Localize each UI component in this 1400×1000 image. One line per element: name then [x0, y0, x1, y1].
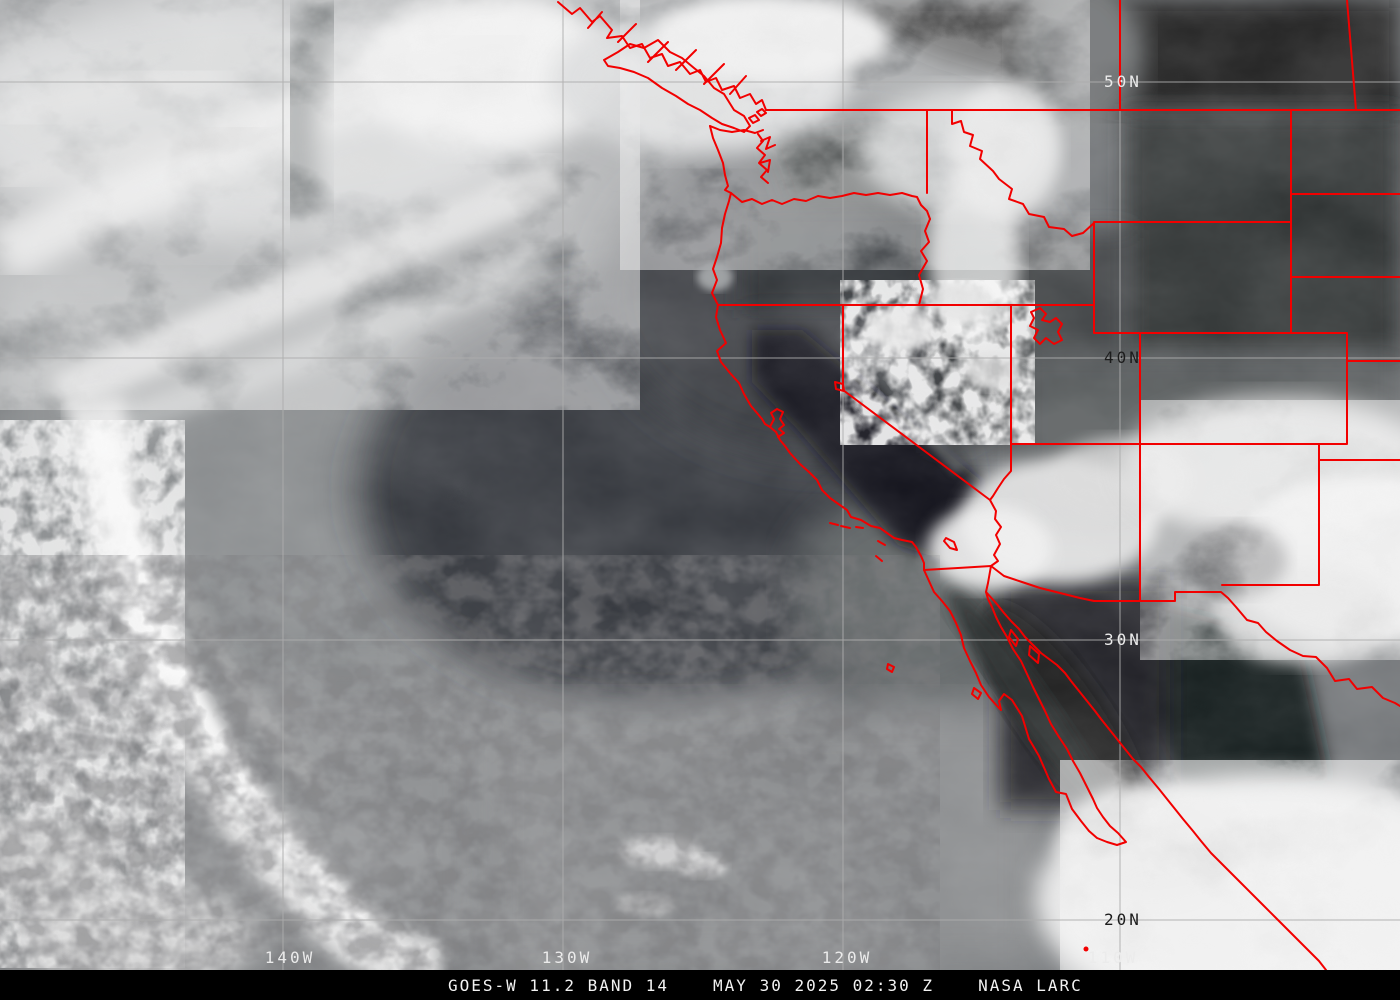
cloud-imagery — [0, 0, 1400, 970]
lon-label-110w: 110W — [1088, 948, 1139, 967]
baja-coastline — [923, 565, 1127, 846]
marker-dot — [1083, 946, 1089, 952]
instrument-label: GOES-W 11.2 BAND 14 — [448, 975, 670, 995]
lat-label-50n: 50N — [1104, 72, 1142, 91]
lon-label-120w: 120W — [822, 948, 873, 967]
sf-bay-outline — [769, 408, 785, 438]
timestamp-label: MAY 30 2025 02:30 Z — [713, 975, 935, 995]
global-mottle — [0, 0, 1400, 970]
state-borders — [717, 109, 1400, 602]
lon-label-130w: 130W — [542, 948, 593, 967]
gulf-islands-outline — [886, 629, 1040, 700]
lakes-outline — [834, 307, 1063, 551]
annotation-bar: GOES-W 11.2 BAND 14 MAY 30 2025 02:30 Z … — [0, 970, 1400, 1000]
mexico-border — [923, 565, 1400, 707]
puget-sound-coastline — [709, 108, 776, 184]
satellite-image: 50N 40N 30N 20N 140W 130W 120W 110W — [0, 0, 1400, 970]
sonora-sinaloa-coastline — [985, 591, 1327, 970]
channel-islands-outline — [829, 522, 886, 562]
lat-label-40n: 40N — [1104, 348, 1142, 367]
lat-label-20n: 20N — [1104, 910, 1142, 929]
columbia-river-border — [730, 192, 931, 220]
lat-label-30n: 30N — [1104, 630, 1142, 649]
canada-provincial-borders — [1119, 0, 1357, 111]
map-overlay — [557, 0, 1400, 970]
latlon-grid — [0, 0, 1400, 970]
bc-fjord-coastline — [557, 1, 767, 111]
credit-label: NASA LARC — [978, 975, 1083, 995]
grid-labels: 50N 40N 30N 20N 140W 130W 120W 110W — [265, 72, 1142, 967]
vancouver-island-coastline — [603, 39, 751, 133]
lon-label-140w: 140W — [265, 948, 316, 967]
pacific-coastline — [709, 125, 925, 571]
